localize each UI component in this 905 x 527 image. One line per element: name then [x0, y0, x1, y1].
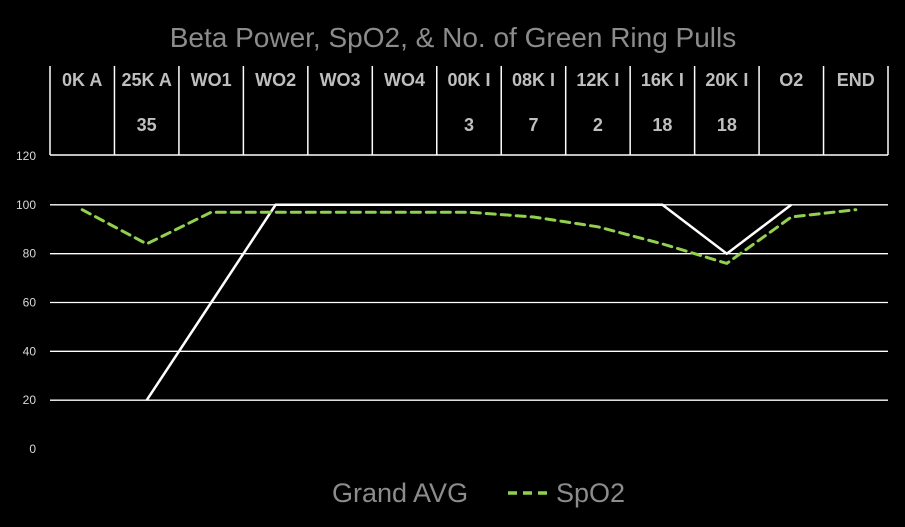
category-label: 16K I [641, 70, 684, 90]
series-lines [80, 203, 858, 401]
category-label: END [837, 70, 875, 90]
legend-label-grand-avg: Grand AVG [332, 478, 468, 508]
ring-pull-label: 3 [464, 115, 474, 135]
category-label: 25K A [122, 70, 172, 90]
category-label: WO2 [255, 70, 296, 90]
legend-label-spo2: SpO2 [556, 478, 625, 508]
category-label: 0K A [62, 70, 102, 90]
category-label: O2 [779, 70, 803, 90]
series-line-grand-avg [145, 203, 793, 401]
y-axis-ticks: 0 20 40 60 80 100 120 [16, 149, 36, 456]
gridlines [50, 154, 888, 401]
category-label: WO1 [191, 70, 232, 90]
category-label: 00K I [447, 70, 490, 90]
category-label: 12K I [576, 70, 619, 90]
y-tick-label: 40 [23, 344, 37, 358]
category-label: 20K I [705, 70, 748, 90]
category-label: WO3 [320, 70, 361, 90]
ring-pull-label: 2 [593, 115, 603, 135]
y-tick-label: 60 [23, 296, 37, 310]
y-tick-label: 0 [29, 442, 36, 456]
ring-pull-label: 18 [652, 115, 672, 135]
ring-pull-label: 35 [137, 115, 157, 135]
series-line-spo2 [80, 208, 858, 266]
y-tick-label: 120 [16, 149, 36, 163]
legend: Grand AVG SpO2 [332, 478, 625, 508]
chart-title: Beta Power, SpO2, & No. of Green Ring Pu… [170, 22, 737, 53]
header-table: 0K A 25K A 35 WO1 WO2 WO3 WO4 00K I 3 08K I 7 12K I… [49, 66, 889, 155]
y-tick-label: 80 [23, 247, 37, 261]
ring-pull-label: 18 [717, 115, 737, 135]
y-tick-label: 100 [16, 198, 36, 212]
category-label: WO4 [384, 70, 425, 90]
category-label: 08K I [512, 70, 555, 90]
ring-pull-label: 7 [528, 115, 538, 135]
y-tick-label: 20 [23, 393, 37, 407]
